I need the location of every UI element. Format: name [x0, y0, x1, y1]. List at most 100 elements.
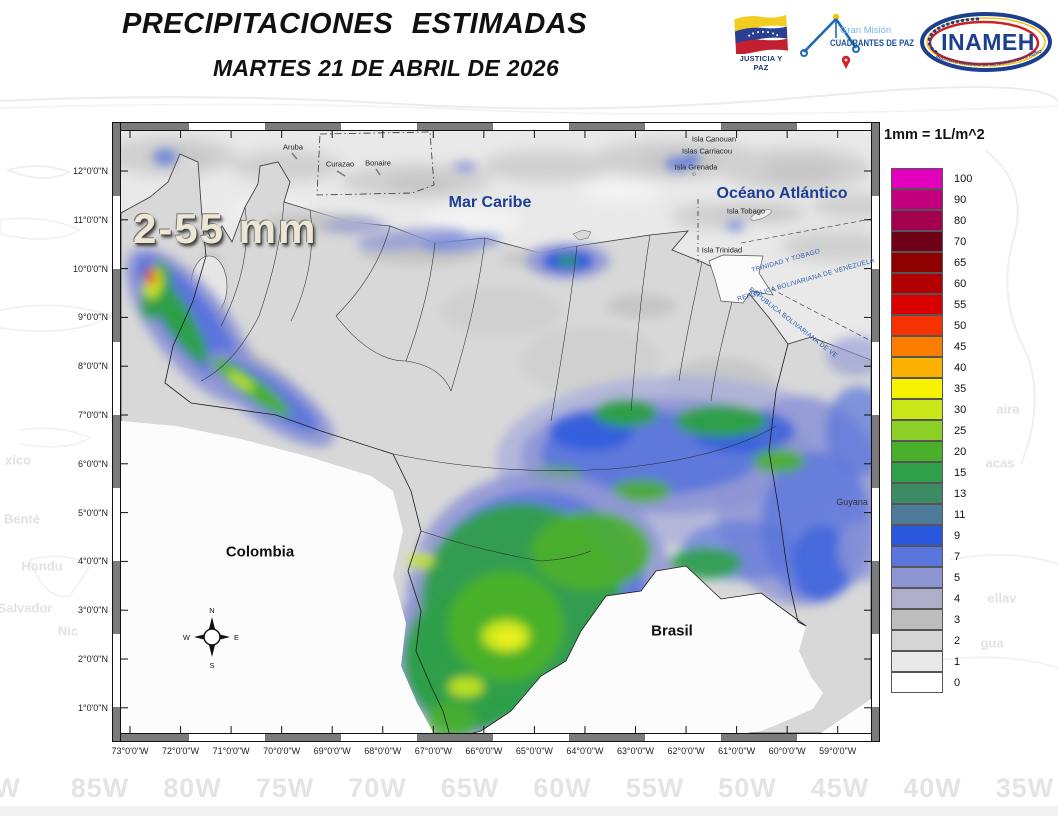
lon-axis-label: 71°0'0"W: [212, 746, 250, 756]
legend-swatch: [891, 398, 943, 420]
inameh-logo: INAMEH INSTITUTO NACIONAL DE METEOROLOGI…: [912, 6, 1056, 85]
lon-axis-label: 67°0'0"W: [414, 746, 452, 756]
legend-swatch: [891, 167, 943, 189]
island-label: Isla Trinidad: [701, 245, 743, 255]
basemap-ghost-label: Hondu: [21, 558, 63, 574]
compass-tool-icon: [800, 13, 860, 69]
legend-row: 80: [891, 209, 984, 231]
sea-label: Océano Atlántico: [716, 185, 848, 202]
basemap-lon-ghost-label: 65W: [440, 773, 500, 803]
legend-swatch: [891, 566, 943, 588]
lat-axis-label: 11°0'0"N: [73, 214, 108, 225]
lat-axis-label: 10°0'0"N: [72, 263, 108, 274]
basemap-ghost-label: Benté: [3, 511, 41, 527]
lat-axis-label: 4°0'0"N: [77, 556, 108, 567]
lat-axis-label: 5°0'0"N: [77, 507, 108, 518]
legend-value: 2: [954, 634, 961, 647]
page-subtitle: MARTES 21 DE ABRIL DE 2026: [213, 55, 560, 81]
legend-value: 5: [954, 571, 961, 584]
legend-row: 100: [891, 167, 984, 189]
legend-value: 9: [954, 529, 961, 542]
legend-swatch: [891, 272, 943, 294]
lon-axis-label: 66°0'0"W: [465, 746, 503, 756]
lon-axis-label: 73°0'0"W: [111, 746, 149, 756]
legend-swatch: [891, 419, 943, 441]
lon-axis-label: 68°0'0"W: [364, 746, 402, 756]
legend-entries: 100 90 80 70 65 60 55 50 45 40 35 30 25 20 15 13 11 9 7 5 4 3…: [891, 167, 984, 693]
legend-row: 9: [891, 524, 984, 546]
legend-swatch: [891, 314, 943, 336]
island-label: Bonaire: [365, 158, 391, 168]
basemap-lon-ghost-label: 60W: [533, 773, 592, 803]
island-label: Aruba: [282, 142, 304, 152]
legend-title: 1mm = 1L/m^2: [884, 127, 985, 143]
lat-axis-label: 12°0'0"N: [72, 166, 108, 176]
basemap-ghost-label: xico: [4, 452, 32, 468]
legend-swatch: [891, 356, 943, 378]
legend-swatch: [891, 629, 943, 651]
legend-swatch: [891, 671, 943, 693]
lon-axis-label: 61°0'0"W: [718, 746, 756, 756]
lon-axis-label: 59°0'0"W: [819, 746, 857, 756]
islands: [291, 139, 774, 304]
legend-swatch: [891, 188, 943, 210]
legend-row: 11: [891, 503, 984, 525]
legend-value: 35: [954, 382, 967, 395]
legend-swatch: [891, 230, 943, 252]
legend-value: 0: [954, 676, 961, 689]
basemap-ghost-label: ellav: [987, 590, 1017, 606]
legend-swatch: [891, 650, 943, 672]
legend-row: 60: [891, 272, 984, 294]
lat-axis-label: 1°0'0"N: [77, 702, 108, 713]
basemap-lon-ghost-label: 80W: [163, 773, 222, 803]
legend-row: 0: [891, 671, 984, 693]
lon-axis-label: 65°0'0"W: [515, 746, 553, 756]
compass-n: N: [209, 606, 214, 615]
precipitation-range-annotation: 2-55 mm: [133, 205, 318, 252]
basemap-ghost-label: Salvador: [0, 600, 53, 616]
legend-row: 5: [891, 566, 984, 588]
basemap-lon-ghost-label: 55W: [625, 773, 685, 803]
lat-axis-label: 8°0'0"N: [77, 361, 108, 372]
legend-value: 7: [954, 550, 961, 563]
legend-swatch: [891, 587, 943, 609]
island-label: Isla Canouan: [691, 134, 737, 144]
basemap-lon-ghost-label: 35W: [995, 773, 1055, 803]
basemap-lon-ghost-label: 75W: [255, 773, 315, 803]
inameh-name: INAMEH: [941, 29, 1035, 55]
legend-swatch: [891, 293, 943, 315]
legend-value: 1: [954, 655, 961, 668]
legend-value: 20: [954, 445, 967, 458]
basemap-ghost-label: Nic: [57, 623, 79, 639]
page-title: PRECIPITACIONES ESTIMADAS: [122, 8, 588, 40]
lon-axis-label: 60°0'0"W: [768, 746, 806, 756]
legend-swatch: [891, 524, 943, 546]
legend-row: 90: [891, 188, 984, 210]
dotted-arc-icon: [927, 17, 982, 54]
map-frame-left: [112, 122, 121, 742]
legend-row: 20: [891, 440, 984, 462]
map-frame-bottom: [112, 733, 880, 742]
legend-value: 60: [954, 277, 967, 290]
map-corner-blank: [821, 699, 871, 733]
legend-row: 7: [891, 545, 984, 567]
lon-axis-label: 69°0'0"W: [313, 746, 351, 756]
legend-swatch: [891, 545, 943, 567]
legend-swatch: [891, 608, 943, 630]
brazil-area: [472, 566, 823, 733]
legend-row: 13: [891, 482, 984, 504]
country-label-small: Guyana: [836, 497, 868, 507]
compass-e: E: [234, 633, 239, 642]
legend-swatch: [891, 377, 943, 399]
lat-axis-label: 7°0'0"N: [77, 410, 108, 420]
basemap-lon-ghost-label: W: [0, 773, 21, 803]
legend-value: 100: [954, 172, 973, 185]
lat-axis-label: 2°0'0"N: [77, 654, 108, 664]
legend-row: 45: [891, 335, 984, 357]
legend-row: 70: [891, 230, 984, 252]
legend-value: 3: [954, 613, 961, 626]
basemap-ghost-label: gua: [980, 635, 1004, 651]
justicia-y-paz-logo: JUSTICIA Y PAZ: [731, 12, 791, 72]
legend-value: 30: [954, 403, 967, 416]
